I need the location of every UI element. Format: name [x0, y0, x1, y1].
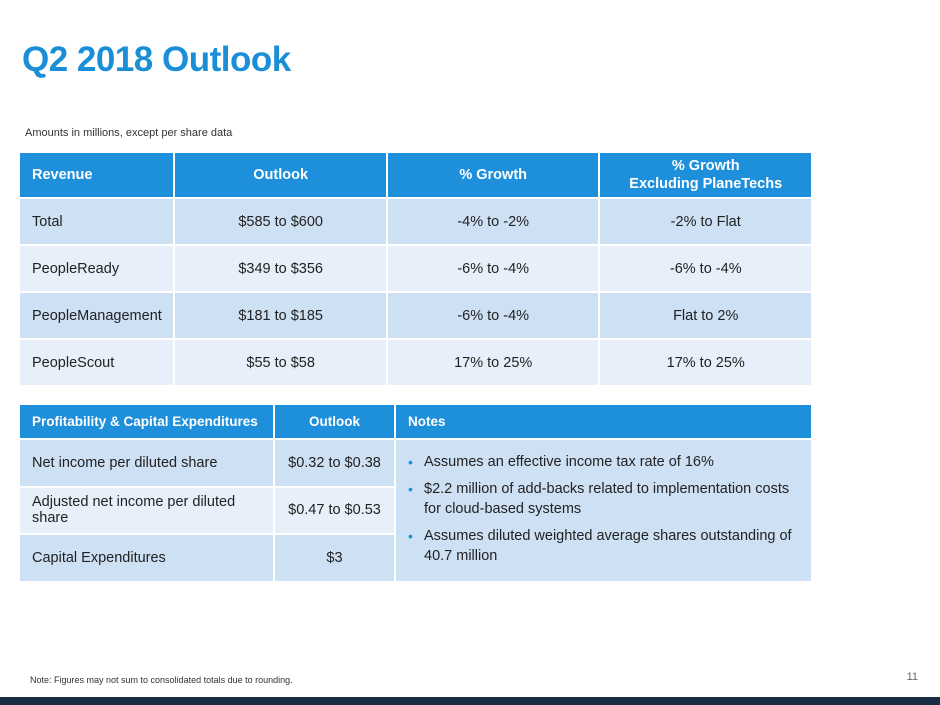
page-title: Q2 2018 Outlook	[22, 40, 291, 79]
metric-cell: Capital Expenditures	[20, 535, 273, 581]
notes-list: • Assumes an effective income tax rate o…	[408, 452, 797, 566]
table-row: Total $585 to $600 -4% to -2% -2% to Fla…	[20, 199, 811, 244]
header-profitability: Profitability & Capital Expenditures	[20, 405, 273, 438]
growth-cell: -6% to -4%	[387, 246, 599, 291]
note-item: • $2.2 million of add-backs related to i…	[408, 479, 797, 519]
growth-cell: -4% to -2%	[387, 199, 599, 244]
outlook-cell: $0.47 to $0.53	[275, 487, 394, 534]
header-notes: Notes	[396, 405, 811, 438]
rounding-footnote: Note: Figures may not sum to consolidate…	[30, 675, 293, 685]
header-revenue: Revenue	[20, 153, 174, 197]
note-item: • Assumes an effective income tax rate o…	[408, 452, 797, 472]
note-item: • Assumes diluted weighted average share…	[408, 526, 797, 566]
outlook-cell: $585 to $600	[175, 199, 386, 244]
note-text: Assumes diluted weighted average shares …	[424, 528, 792, 564]
bullet-icon: •	[408, 528, 413, 544]
segment-cell: PeopleScout	[20, 340, 174, 385]
outlook-cell: $0.32 to $0.38	[275, 440, 394, 486]
note-text: $2.2 million of add-backs related to imp…	[424, 481, 790, 517]
table-row: Net income per diluted share $0.32 to $0…	[20, 440, 811, 581]
header-growth-ex-planetechs: % Growth Excluding PlaneTechs	[600, 153, 811, 197]
table-row: PeopleManagement $181 to $185 -6% to -4%…	[20, 293, 811, 338]
growth-cell: 17% to 25%	[387, 340, 599, 385]
segment-cell: Total	[20, 199, 174, 244]
growth-cell: -6% to -4%	[387, 293, 599, 338]
growth-ex-cell: 17% to 25%	[600, 340, 811, 385]
header-outlook: Outlook	[175, 153, 386, 197]
outlook-cell: $181 to $185	[175, 293, 386, 338]
header-growth-line1: % Growth	[671, 158, 740, 174]
table-row: Adjusted net income per diluted share $0…	[20, 487, 811, 534]
header-growth: % Growth	[387, 153, 599, 197]
table-row: PeopleReady $349 to $356 -6% to -4% -6% …	[20, 246, 811, 291]
segment-cell: PeopleManagement	[20, 293, 174, 338]
bottom-bar	[0, 697, 940, 705]
outlook-cell: $349 to $356	[175, 246, 386, 291]
page-number: 11	[906, 671, 918, 683]
notes-cell: • Assumes an effective income tax rate o…	[396, 440, 811, 581]
profitability-outlook-table: Profitability & Capital Expenditures Out…	[18, 403, 813, 583]
segment-cell: PeopleReady	[20, 246, 174, 291]
bullet-icon: •	[408, 481, 413, 497]
growth-ex-cell: Flat to 2%	[600, 293, 811, 338]
metric-cell: Net income per diluted share	[20, 440, 273, 486]
growth-ex-cell: -2% to Flat	[600, 199, 811, 244]
metric-cell: Adjusted net income per diluted share	[20, 487, 273, 534]
table-row: PeopleScout $55 to $58 17% to 25% 17% to…	[20, 340, 811, 385]
table-row: Capital Expenditures $3	[20, 535, 811, 581]
outlook-cell: $55 to $58	[175, 340, 386, 385]
units-note: Amounts in millions, except per share da…	[25, 127, 233, 139]
growth-ex-cell: -6% to -4%	[600, 246, 811, 291]
note-text: Assumes an effective income tax rate of …	[424, 454, 714, 470]
header-outlook: Outlook	[275, 405, 394, 438]
revenue-outlook-table: Revenue Outlook % Growth % Growth Exclud…	[18, 151, 813, 387]
bullet-icon: •	[408, 454, 413, 470]
header-growth-line2: Excluding PlaneTechs	[629, 176, 783, 192]
outlook-cell: $3	[275, 535, 394, 581]
